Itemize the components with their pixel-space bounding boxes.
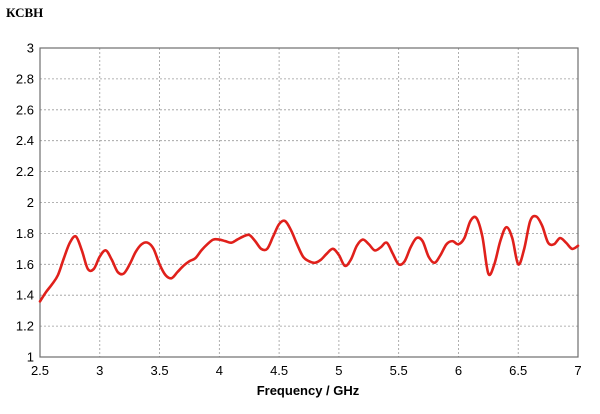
y-tick-label: 2.8 (16, 71, 34, 86)
x-tick-label: 4 (216, 363, 223, 378)
y-tick-label: 1.6 (16, 257, 34, 272)
y-tick-label: 3 (27, 41, 34, 56)
y-tick-label: 2 (27, 195, 34, 210)
y-tick-label: 1.2 (16, 319, 34, 334)
y-tick-label: 1 (27, 350, 34, 365)
x-tick-label: 6 (455, 363, 462, 378)
x-axis-ticks: 2.5 3 3.5 4 4.5 5 5.5 6 6.5 7 (31, 363, 582, 378)
x-tick-label: 6.5 (509, 363, 527, 378)
grid-lines (40, 48, 578, 357)
plot-frame (39, 47, 579, 358)
y-tick-label: 2.6 (16, 102, 34, 117)
y-tick-label: 2.2 (16, 164, 34, 179)
x-tick-label: 7 (574, 363, 581, 378)
x-tick-label: 4.5 (270, 363, 288, 378)
y-axis-ticks: 1 1.2 1.4 1.6 1.8 2 2.2 2.4 2.6 2.8 3 (16, 41, 34, 365)
data-points (39, 215, 579, 302)
x-axis-label: Frequency / GHz (257, 383, 360, 398)
x-tick-label: 5.5 (390, 363, 408, 378)
y-tick-label: 2.4 (16, 133, 34, 148)
x-tick-label: 5 (335, 363, 342, 378)
x-tick-label: 3 (96, 363, 103, 378)
series-line (38, 214, 580, 303)
x-tick-label: 2.5 (31, 363, 49, 378)
y-tick-label: 1.4 (16, 288, 34, 303)
chart-title: КСВН (6, 5, 43, 20)
x-tick-label: 3.5 (151, 363, 169, 378)
y-tick-label: 1.8 (16, 226, 34, 241)
